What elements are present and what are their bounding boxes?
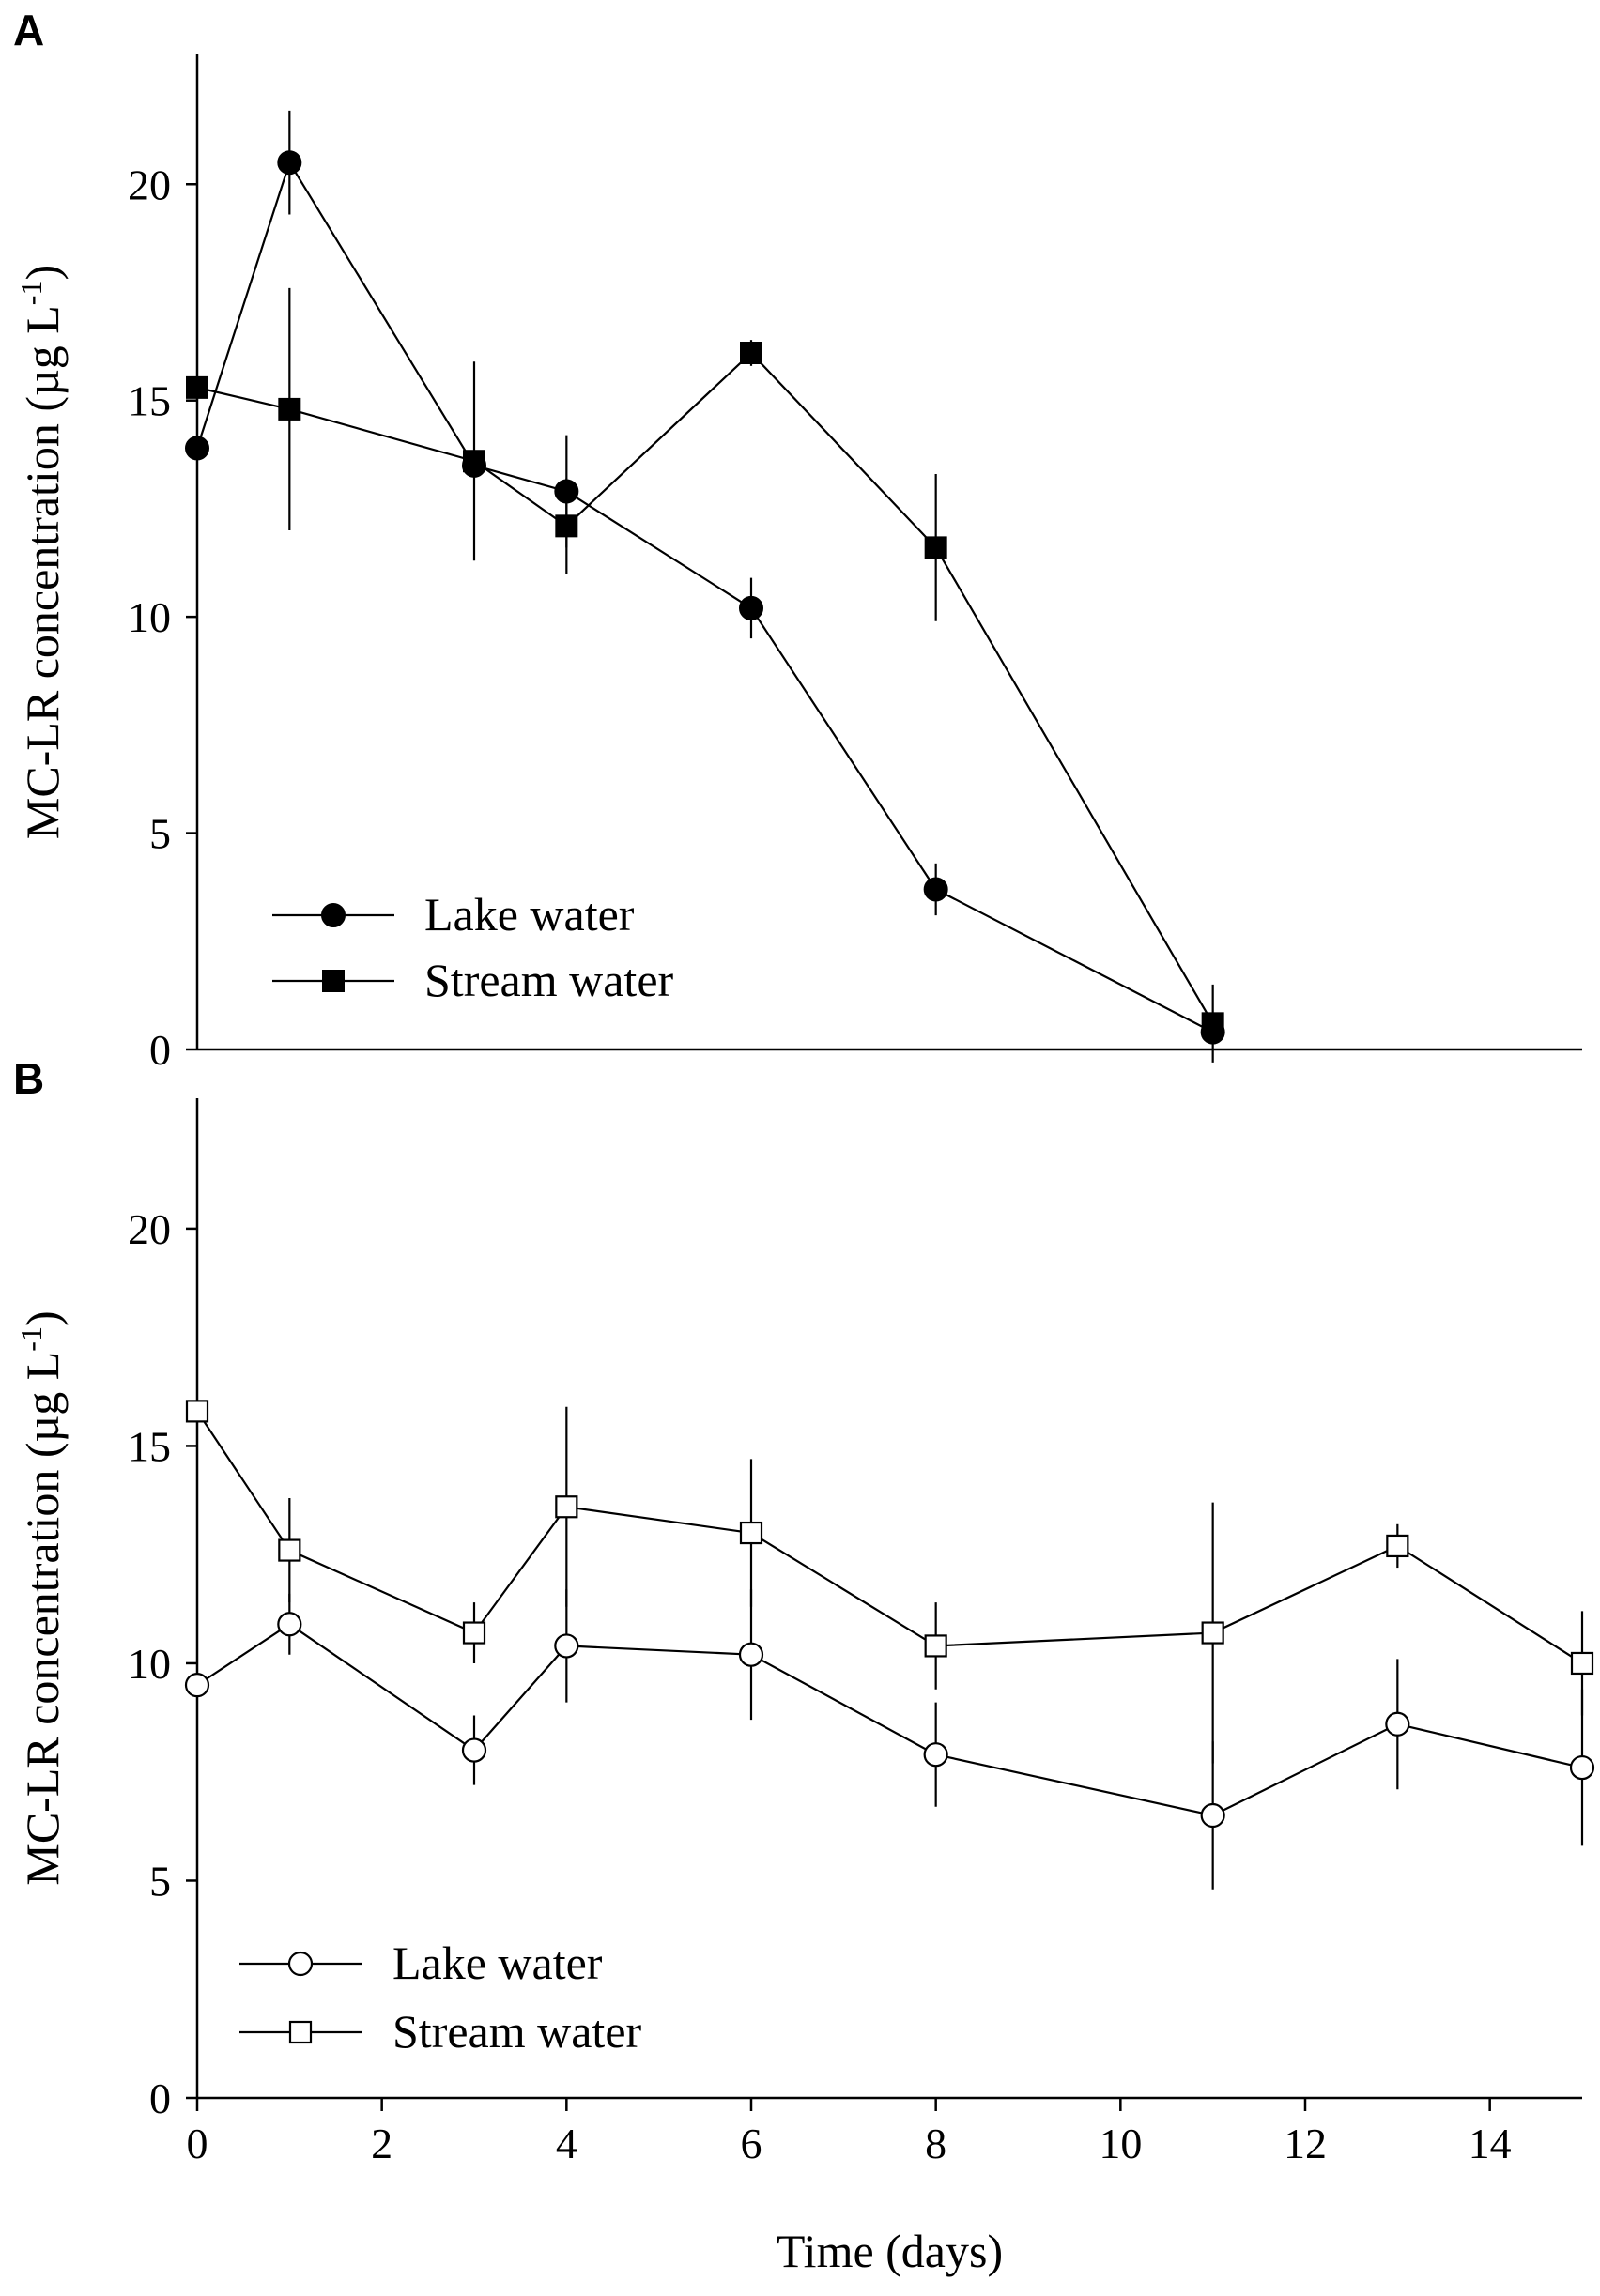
chart-b-x-tick-label: 8 — [925, 2120, 946, 2167]
chart-a-legend-stream-label: Stream water — [424, 954, 674, 1006]
chart-b-series-lake — [184, 1589, 1595, 1890]
chart-a-legend-stream-marker — [322, 970, 345, 992]
chart-a-y-axis-title: MC-LR concentration (µg L-1) — [14, 265, 69, 839]
chart-b-x-tick-label: 14 — [1469, 2120, 1512, 2167]
chart-b-y-tick-label: 5 — [149, 1857, 171, 1905]
chart-b-legend: Lake water Stream water — [239, 1936, 642, 2058]
chart-a-y-tick-label: 0 — [149, 1026, 171, 1074]
chart-b-x-tick-label: 6 — [741, 2120, 762, 2167]
chart-a-series-lake-line — [195, 160, 1214, 1033]
chart-a-y-tick-label: 15 — [128, 377, 171, 425]
chart-b-series-lake-point — [1569, 1754, 1595, 1781]
chart-b-x-axis-title: Time (days) — [777, 2225, 1003, 2277]
chart-a-panel-label: A — [13, 6, 44, 54]
chart-a-series-lake-point — [923, 877, 948, 902]
chart-a-legend-lake-marker — [321, 903, 346, 927]
chart-b-series-stream — [185, 1400, 1594, 1764]
chart-a-series-stream-point — [555, 514, 578, 538]
chart-a-y-tick-label: 5 — [149, 810, 171, 858]
chart-b-series-stream-point — [1570, 1651, 1594, 1676]
panel-b: 0 5 10 15 20 0 2 4 6 8 10 12 14 B MC-LR concentration … — [13, 1054, 1595, 2277]
panel-a: 0 5 10 15 20 A MC-LR concentration (µg L-1) Lak… — [13, 6, 1582, 1074]
chart-b-legend-lake-label: Lake water — [392, 1936, 603, 1989]
chart-a-series-lake — [185, 110, 1225, 1045]
chart-b-x-tick-label: 10 — [1099, 2120, 1142, 2167]
chart-b-series-lake-point — [738, 1642, 764, 1667]
chart-a-legend-lake-label: Lake water — [424, 888, 635, 941]
chart-b-y-axis-title-main: MC-LR concentration (µg L — [16, 1352, 69, 1886]
chart-a-y-tick-label: 10 — [128, 593, 171, 641]
chart-b-y-axis-title-close: ) — [16, 1310, 69, 1326]
chart-b-series-stream-point — [185, 1400, 209, 1423]
chart-b-legend-stream-marker — [288, 2020, 313, 2044]
chart-a-series-stream — [186, 287, 1224, 1063]
chart-a-series-stream-point — [924, 536, 947, 559]
chart-b-y-tick-label: 20 — [128, 1205, 171, 1253]
chart-a-series-lake-point — [185, 436, 209, 461]
chart-b-x-tick-label: 0 — [187, 2120, 208, 2167]
chart-b-series-lake-point — [1200, 1802, 1225, 1829]
chart-b-series-stream-point — [1386, 1534, 1409, 1558]
chart-a-y-axis-title-main: MC-LR concentration (µg L — [16, 305, 69, 839]
chart-b-series-stream-point — [1201, 1621, 1224, 1645]
chart-b-x-tick-label: 12 — [1284, 2120, 1327, 2167]
chart-b-y-tick-label: 0 — [149, 2074, 171, 2122]
chart-b-series-stream-point — [924, 1634, 947, 1658]
chart-a-series-stream-line — [196, 351, 1214, 1024]
chart-b-y-tick-label: 15 — [128, 1422, 171, 1470]
chart-a-series-lake-point — [739, 595, 763, 620]
chart-b-series-stream-line — [196, 1410, 1583, 1664]
chart-b-series-lake-point — [277, 1612, 302, 1637]
chart-a-series-stream-point — [278, 397, 301, 421]
chart-b-series-lake-point — [461, 1737, 487, 1763]
chart-b-y-axis-title-sup: -1 — [14, 1326, 48, 1352]
chart-a-series-stream-point — [740, 342, 762, 364]
chart-a-series-stream-point — [1201, 1012, 1224, 1035]
chart-b-y-axis-title: MC-LR concentration (µg L-1) — [14, 1310, 69, 1885]
chart-b-series-lake-point — [1385, 1711, 1410, 1737]
chart-a-y-tick-label: 20 — [128, 161, 171, 208]
chart-b-legend-lake-marker — [287, 1951, 314, 1977]
chart-b-series-lake-point — [923, 1742, 948, 1768]
chart-b-series-lake-point — [554, 1633, 579, 1659]
chart-b-series-stream-point — [739, 1521, 763, 1545]
chart-b-series-lake-point — [184, 1673, 210, 1698]
chart-b-series-stream-point — [555, 1495, 578, 1519]
chart-a-y-axis-title-sup: -1 — [14, 281, 48, 306]
chart-a-legend: Lake water Stream water — [272, 888, 674, 1006]
chart-a-series-stream-point — [463, 450, 485, 473]
chart-b-legend-stream-label: Stream water — [392, 2005, 642, 2058]
chart-a-series-stream-point — [186, 375, 208, 399]
chart-b-series-stream-point — [278, 1538, 301, 1562]
chart-b-x-tick-label: 2 — [371, 2120, 392, 2167]
chart-a-series-lake-point — [277, 150, 302, 176]
chart-b-x-tick-label: 4 — [556, 2120, 577, 2167]
chart-b-y-tick-label: 10 — [128, 1640, 171, 1688]
chart-b-series-lake-line — [196, 1622, 1583, 1817]
chart-b-series-stream-point — [462, 1621, 486, 1645]
chart-a-y-axis-title-close: ) — [16, 265, 69, 281]
chart-b-panel-label: B — [13, 1054, 44, 1103]
